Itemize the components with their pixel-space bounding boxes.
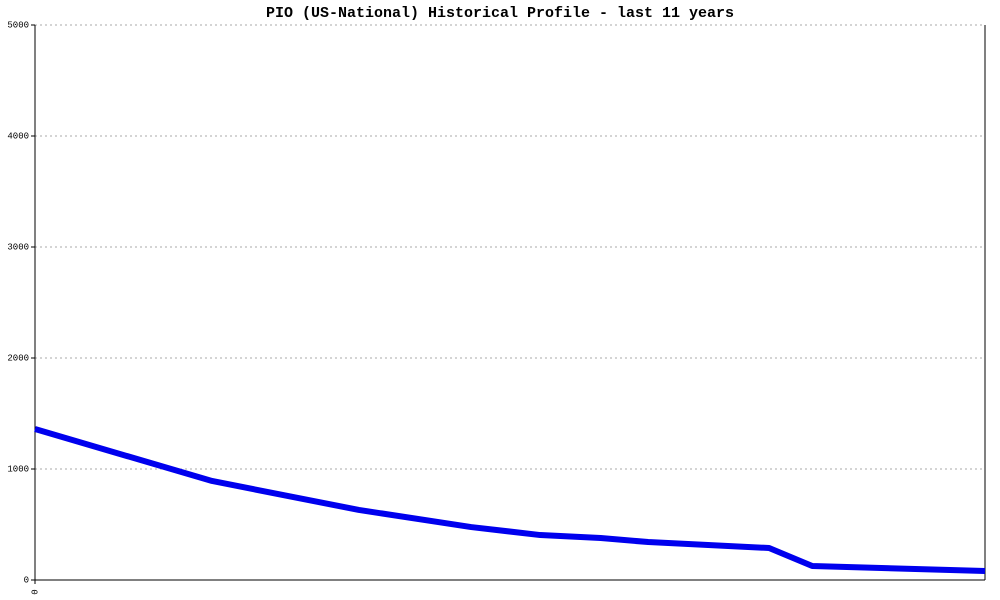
y-tick-label: 4000 [7,131,29,141]
y-tick-label: 0 [24,575,29,585]
chart-title: PIO (US-National) Historical Profile - l… [266,5,734,22]
y-tick-label: 3000 [7,242,29,252]
y-tick-label: 2000 [7,353,29,363]
y-tick-label: 5000 [7,20,29,30]
y-tick-label: 1000 [7,464,29,474]
data-line [34,426,986,575]
x-tick-label: 0 [30,589,40,594]
